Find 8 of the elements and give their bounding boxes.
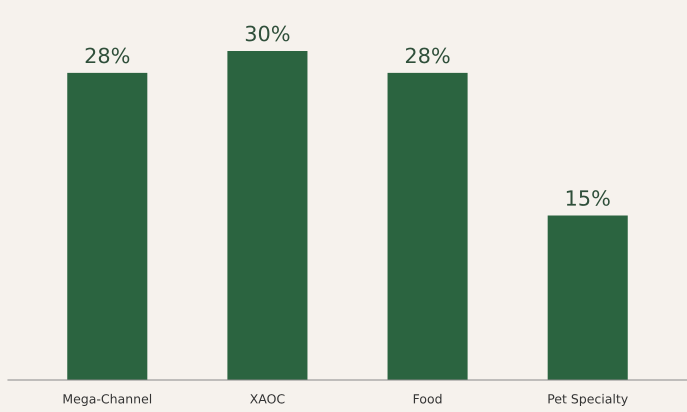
data-label: 30% — [246, 26, 290, 42]
x-tick-label: Pet Specialty — [548, 394, 628, 406]
data-label: 28% — [86, 48, 130, 64]
data-label: 28% — [406, 48, 450, 64]
x-tick-label: Mega-Channel — [64, 394, 152, 406]
data-label: 15% — [566, 190, 610, 206]
x-tick-label: XAOC — [250, 394, 284, 404]
x-tick-label: Food — [414, 394, 442, 404]
